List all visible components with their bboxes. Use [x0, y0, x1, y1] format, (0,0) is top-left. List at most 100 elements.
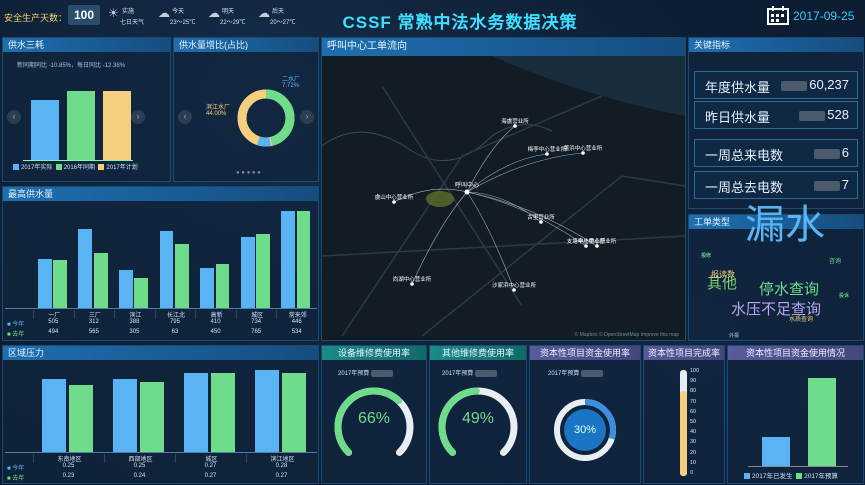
panel-gongshui: 供水三耗 新同期同比 -10.85%，每日同比 -12.38% ‹ › 2017…: [2, 37, 171, 182]
table-header: 长江北: [154, 310, 197, 319]
map-node-dot: [545, 152, 549, 156]
next-arrow-icon[interactable]: ›: [131, 110, 145, 124]
row-label: ■ 今年: [7, 466, 25, 472]
weather-item: ☁ 后天 20～27℃: [258, 4, 306, 28]
bar-this-year: [37, 259, 52, 308]
panel-guanjian: 关键指标 年度供水量 60,237 昨日供水量 528 一周总来电数 6 一周总去电数…: [688, 37, 864, 209]
row-label: ■ 去年: [7, 332, 25, 338]
thermo-tick: 90: [690, 378, 697, 385]
prev-arrow-icon[interactable]: ‹: [7, 110, 21, 124]
weather-item: ☁ 明天 22～29℃: [208, 4, 256, 28]
prev-arrow-icon[interactable]: ‹: [178, 110, 192, 124]
table-cell: 0.27: [204, 473, 217, 479]
cloud-icon: ☁: [258, 6, 270, 20]
legend-item: 2017年已发生: [752, 473, 793, 480]
table-cell: 734: [251, 319, 262, 325]
quyu-table: 东南地区 西部地区 城区 滨江地区 ■ 今年 ■ 去年 0.25 0.25 0.27 0.28 0.…: [5, 452, 317, 483]
table-header: 滨江: [114, 310, 156, 319]
panel-title: 设备维修费使用率: [322, 346, 426, 360]
thermo-tick: 70: [690, 398, 697, 405]
map-node-label: 董浜中心营业所: [564, 144, 603, 152]
panel-title: 供水三耗: [3, 38, 170, 52]
map-node-label: 支塘中心营业所: [567, 237, 606, 245]
table-cell: 305: [129, 329, 140, 335]
table-cell: 446: [291, 319, 302, 325]
kpi-weekly-outgoing: 一周总去电数 7: [694, 171, 858, 199]
bar-last-year: [296, 211, 311, 308]
panel-quyu: 区域压力 东南地区 西部地区 城区 滨江地区 ■ 今年 ■ 去年 0.25 0.25 0.27 0…: [2, 345, 319, 484]
kpi-label: 一周总去电数: [705, 180, 784, 195]
flow-line: [466, 153, 548, 193]
pct: 7.72%: [282, 83, 300, 89]
bar-this-year: [119, 270, 133, 308]
table-header: 一厂: [33, 310, 75, 319]
table-cell: 0.25: [133, 463, 146, 469]
kpi-label: 年度供水量: [705, 80, 771, 95]
budget-text: 2017年预算: [338, 371, 370, 377]
quyu-bars: [33, 364, 317, 452]
flow-line: [466, 191, 515, 291]
table-header: 西部地区: [104, 454, 176, 463]
bar-last-year: [53, 260, 68, 308]
gauge-value: 49%: [461, 410, 495, 427]
donut-chart: [237, 89, 295, 147]
table-cell: 450: [210, 329, 221, 335]
panel-gauge-5: 资本性项目资金使用情况 2017年已发生 2017年预算: [727, 345, 864, 484]
kpi-number: 60,237: [809, 77, 849, 92]
gongshui-legend: 2017年实际 2016年同期 2017年计划: [13, 162, 138, 171]
panel-title: 呼叫中心工单流向: [322, 38, 685, 56]
panel-gauge-2: 其他维修费使用率 2017年预算 49%: [429, 345, 527, 484]
next-arrow-icon[interactable]: ›: [300, 110, 314, 124]
budget-text: 2017年预算: [442, 371, 474, 377]
panel-title: 资本性项目资金使用率: [530, 346, 640, 360]
bar-last-year: [134, 278, 149, 308]
table-cell: 505: [48, 319, 59, 325]
thermo-tick: 40: [690, 429, 697, 436]
table-header: 高新: [195, 310, 237, 319]
map-node-label: 梅李中心营业所: [528, 145, 567, 153]
label: 滨江水厂: [206, 105, 231, 111]
gauge-value: 66%: [357, 410, 391, 427]
table-cell: 0.28: [275, 463, 288, 469]
map-canvas[interactable]: 海虞营业所梅李中心营业所董浜中心营业所虞山中心营业所古里营业所支塘中心营业所辛庄…: [322, 56, 685, 340]
map-node-dot: [512, 288, 516, 292]
bar-this-year: [240, 236, 255, 308]
table-cell: 388: [129, 319, 140, 325]
thermo-tick: 50: [690, 419, 697, 425]
bar-this-year: [183, 372, 208, 452]
safe-days-value: 100: [68, 5, 100, 25]
g5-legend: 2017年已发生 2017年预算: [744, 470, 838, 480]
map-node-dot: [392, 200, 396, 204]
panel-title: 工单类型: [689, 215, 863, 229]
word-cloud: 漏水 其他 停水查询 水压不足查询 报读数 咨询 水质查询 外报 报修 投诉: [689, 205, 863, 339]
panel-title: 资本性项目资金使用情况: [728, 346, 863, 360]
bar: [31, 99, 59, 160]
weather-day: 今天: [172, 9, 185, 15]
map-credit[interactable]: © Mapbox © OpenStreetMap Improve this ma…: [574, 332, 679, 338]
thermo-tick: 100: [690, 368, 700, 374]
calendar-icon: [767, 5, 789, 25]
cloud-icon: ☁: [208, 6, 220, 20]
map-node-label: 辛庄中心营业所: [578, 237, 617, 245]
thermo-tick: 30: [690, 439, 697, 446]
weather-temp: 20～27℃: [270, 20, 296, 26]
table-cell: 410: [210, 319, 221, 325]
bar-last-year: [93, 253, 108, 308]
bar-last-year: [68, 384, 93, 452]
panel-title: 供水量增比(占比): [174, 38, 318, 52]
budget-label: 2017年预算: [338, 368, 395, 377]
table-cell: 0.25: [62, 463, 75, 469]
word-cloud-word: 报修: [701, 253, 712, 259]
word-cloud-word: 咨询: [829, 259, 842, 265]
map-nodes: 海虞营业所梅李中心营业所董浜中心营业所虞山中心营业所古里营业所支塘中心营业所辛庄…: [375, 117, 617, 292]
pager-dots[interactable]: ● ● ● ● ●: [236, 170, 261, 176]
kpi-number: 528: [827, 107, 849, 122]
gongshui-bars: [23, 74, 133, 161]
bar: [808, 378, 836, 466]
table-cell: 765: [251, 329, 262, 335]
panel-title: 区域压力: [3, 346, 318, 360]
word-cloud-word: 水压不足查询: [731, 301, 822, 318]
panel-title: 资本性项目完成率: [644, 346, 724, 360]
bar-this-year: [200, 268, 214, 308]
map-node-label: 尚湖中心营业所: [393, 275, 432, 283]
